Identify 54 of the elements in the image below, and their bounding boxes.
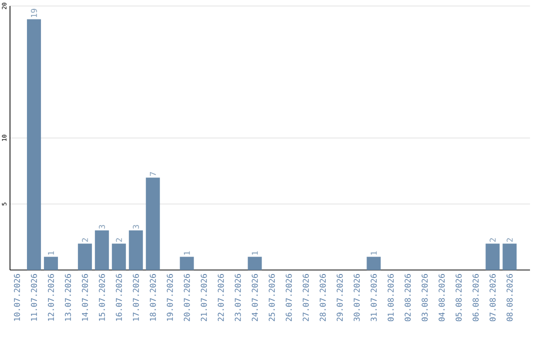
- data-label: 1: [252, 251, 258, 255]
- data-label: 3: [98, 224, 105, 229]
- data-label: 2: [116, 238, 122, 242]
- x-tick-label: 17.07.2026: [132, 274, 139, 321]
- data-label: 2: [490, 238, 496, 242]
- bar: [502, 244, 517, 270]
- data-label: 2: [506, 238, 513, 242]
- x-tick-label: 26.07.2026: [286, 274, 292, 322]
- bar: [366, 256, 381, 270]
- data-label: 1: [184, 251, 190, 255]
- x-tick-label: 30.07.2026: [354, 274, 360, 322]
- bar: [128, 230, 143, 270]
- x-tick-label: 15.07.2026: [98, 274, 105, 321]
- bar: [78, 244, 92, 270]
- bar: [112, 244, 126, 270]
- x-tick-label: 21.07.2026: [200, 274, 207, 322]
- x-tick-label: 31.07.2026: [370, 274, 377, 322]
- bar: [180, 256, 194, 270]
- data-label: 1: [48, 251, 54, 255]
- x-tick-label: 14.07.2026: [82, 274, 88, 321]
- x-tick-label: 22.07.2026: [218, 274, 224, 322]
- x-tick-label: 04.08.2026: [438, 274, 445, 322]
- data-label: 1: [370, 251, 377, 255]
- bar: [486, 244, 500, 270]
- x-tick-label: 16.07.2026: [116, 274, 122, 321]
- bar: [26, 19, 41, 270]
- data-label: 3: [132, 224, 139, 229]
- data-label: 2: [82, 238, 88, 242]
- x-tick-label: 20.07.2026: [184, 274, 190, 322]
- bar: [146, 178, 160, 270]
- x-tick-label: 02.08.2026: [404, 274, 411, 322]
- x-tick-label: 18.07.2026: [150, 274, 156, 321]
- data-label: 7: [150, 172, 156, 176]
- x-tick-label: 27.07.2026: [302, 274, 309, 322]
- x-tick-label: 19.07.2026: [166, 274, 173, 321]
- x-tick-label: 28.07.2026: [320, 274, 326, 322]
- bar: [248, 256, 262, 270]
- x-tick-label: 10.07.2026: [14, 274, 20, 321]
- x-tick-label: 08.08.2026: [506, 274, 513, 322]
- data-label: 19: [30, 8, 37, 18]
- x-tick-label: 07.08.2026: [490, 274, 496, 322]
- x-tick-label: 03.08.2026: [422, 274, 428, 322]
- x-tick-label: 06.08.2026: [472, 274, 479, 322]
- bar: [44, 256, 58, 270]
- x-tick-label: 11.07.2026: [30, 274, 37, 321]
- x-tick-label: 25.07.2026: [268, 274, 275, 322]
- x-tick-label: 12.07.2026: [48, 274, 54, 321]
- bar: [94, 230, 109, 270]
- x-tick-label: 05.08.2026: [456, 274, 462, 322]
- x-tick-label: 13.07.2026: [64, 274, 71, 321]
- x-tick-label: 24.07.2026: [252, 274, 258, 322]
- x-tick-label: 23.07.2026: [234, 274, 241, 322]
- x-tick-label: 01.08.2026: [388, 274, 394, 322]
- x-tick-label: 29.07.2026: [336, 274, 343, 322]
